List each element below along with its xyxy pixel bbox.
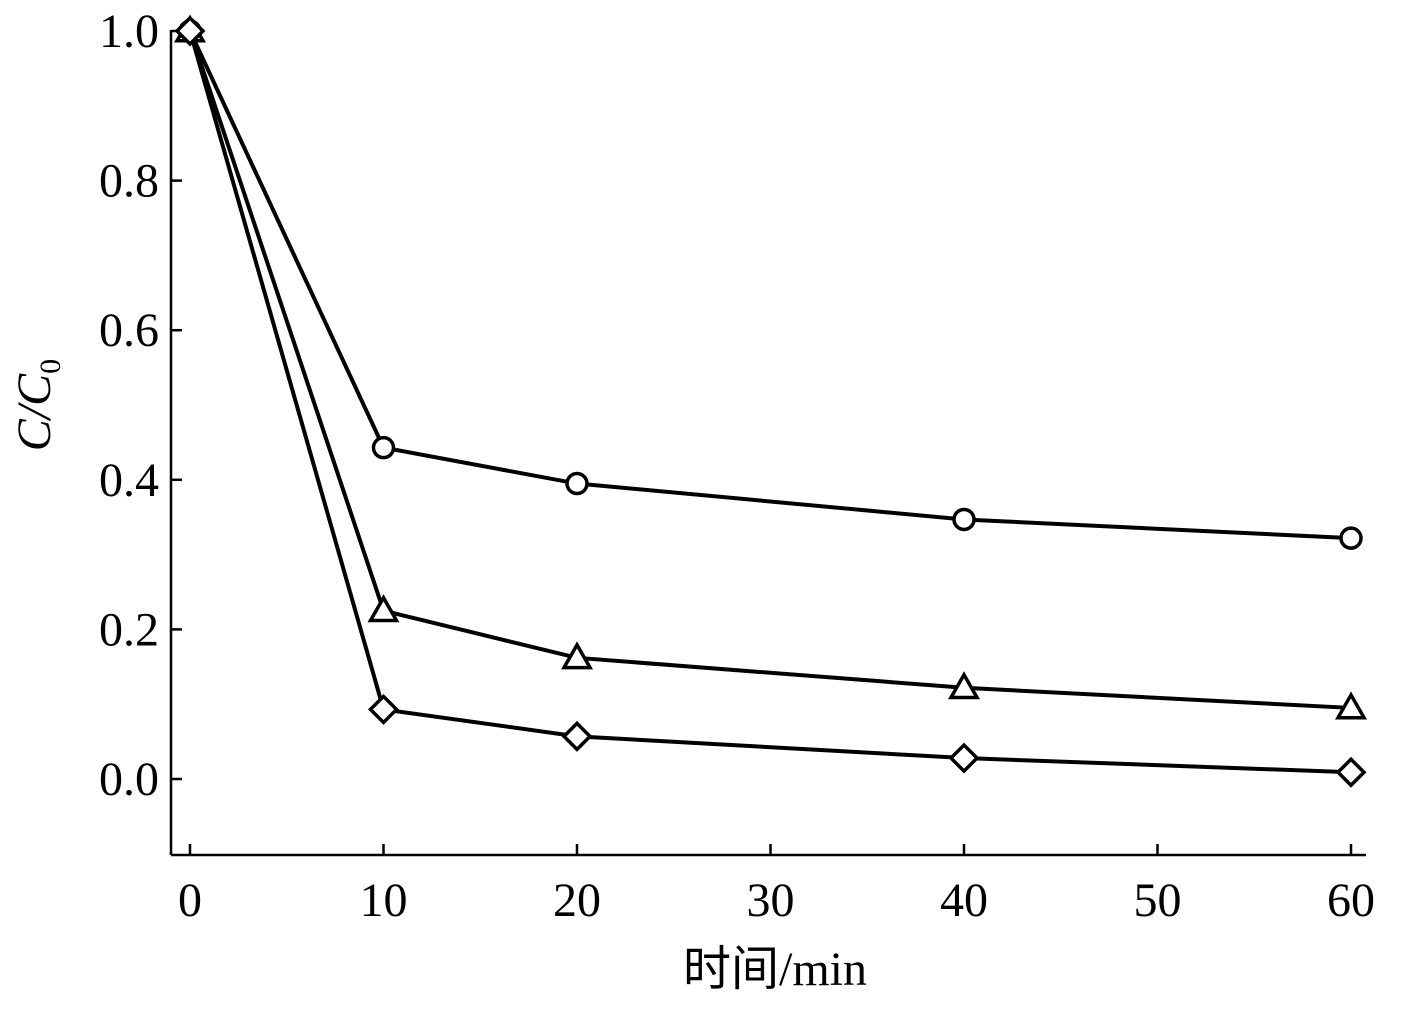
data-point-diamond: [368, 693, 399, 725]
series-line-triangle: [188, 30, 1352, 710]
y-ticks: 0.0 0.2 0.4 0.6 0.8 1.0: [99, 5, 182, 806]
data-point-circle: [371, 435, 396, 460]
y-tick-label: 1.0: [99, 5, 159, 58]
x-tick-label: 60: [1327, 874, 1375, 927]
data-point-triangle: [947, 671, 981, 700]
x-axis-title: 时间/min: [683, 943, 867, 996]
x-ticks: 0 10 20 30 40 50 60: [178, 844, 1375, 927]
data-point-diamond: [561, 720, 593, 752]
x-tick-label: 50: [1134, 874, 1182, 927]
x-tick-label: 0: [178, 874, 202, 927]
data-point-diamond: [948, 742, 980, 774]
y-tick-label: 0.4: [99, 454, 159, 507]
y-axis-title-subscript: 0: [34, 359, 67, 374]
series-group: [173, 14, 1368, 788]
data-point-triangle: [1334, 691, 1368, 720]
y-tick-label: 0.6: [99, 304, 159, 357]
series-line-circle: [188, 30, 1352, 541]
x-tick-label: 40: [940, 874, 988, 927]
y-tick-label: 0.2: [99, 603, 159, 656]
x-tick-label: 10: [360, 874, 408, 927]
x-tick-label: 20: [553, 874, 601, 927]
data-point-diamond: [174, 15, 206, 47]
axes: [169, 30, 1366, 857]
data-point-triangle: [560, 641, 594, 670]
y-axis-title-main: C/C: [8, 373, 61, 451]
data-point-circle: [1339, 526, 1363, 550]
data-point-triangle: [367, 594, 400, 623]
y-tick-label: 0.8: [99, 155, 159, 208]
data-point-circle: [952, 507, 976, 532]
x-tick-label: 30: [747, 874, 795, 927]
data-point-diamond: [1335, 756, 1367, 788]
y-axis-title: C/C0: [8, 359, 67, 451]
data-point-circle: [565, 471, 589, 496]
y-tick-label: 0.0: [99, 753, 159, 806]
